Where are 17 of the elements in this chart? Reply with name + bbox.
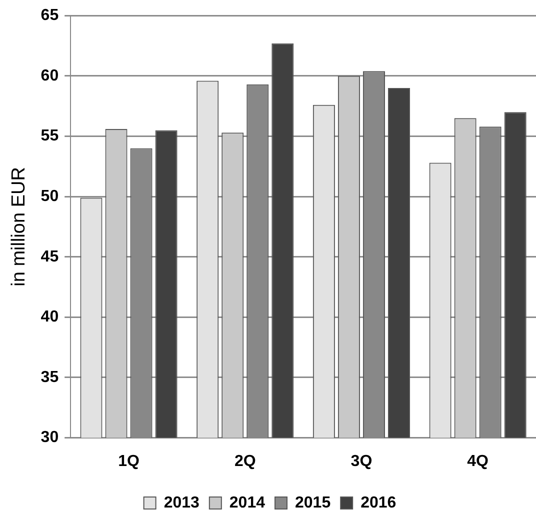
y-tick-label: 50 <box>40 188 59 205</box>
legend-label: 2015 <box>295 494 331 512</box>
x-tick-label: 4Q <box>467 452 488 470</box>
x-tick-label: 1Q <box>118 452 140 470</box>
y-tick-label: 35 <box>40 368 59 386</box>
legend-label: 2014 <box>229 494 266 512</box>
legend-label: 2013 <box>164 494 200 512</box>
y-axis-title: in million EUR <box>8 167 30 286</box>
x-tick-label: 2Q <box>234 452 256 470</box>
legend-label: 2016 <box>360 494 396 512</box>
y-tick-label: 65 <box>40 7 59 24</box>
y-tick-label: 55 <box>40 128 59 145</box>
y-tick-label: 40 <box>40 308 59 326</box>
y-tick-label: 30 <box>40 429 59 446</box>
x-tick-label: 3Q <box>350 452 372 470</box>
y-tick-label: 45 <box>40 248 59 266</box>
y-tick-label: 60 <box>40 67 59 84</box>
